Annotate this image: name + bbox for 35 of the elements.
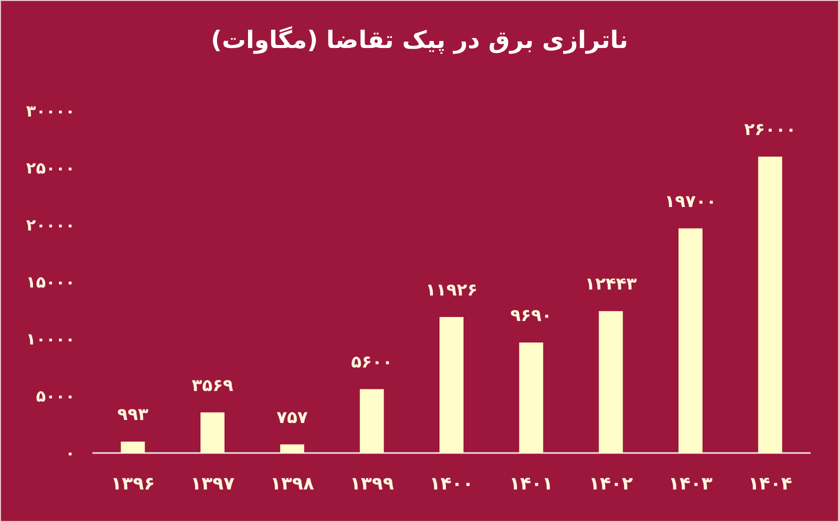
- x-tick-label: ۱۳۹۹: [350, 474, 394, 494]
- y-tick-label: ۳۰۰۰۰: [26, 102, 75, 120]
- chart-title: ناترازی برق در پیک تقاضا (مگاوات): [210, 26, 628, 54]
- data-label: ۱۱۹۲۶: [426, 280, 478, 301]
- data-label: ۹۶۹۰: [510, 306, 552, 326]
- x-tick-label: ۱۴۰۰: [430, 474, 474, 494]
- y-tick-label: ۵۰۰۰: [36, 386, 75, 406]
- y-tick-label: ۰: [65, 444, 75, 462]
- data-label: ۱۹۷۰۰: [664, 192, 716, 212]
- bar: [440, 317, 464, 453]
- bar: [519, 342, 544, 453]
- data-label: ۲۶۰۰۰: [744, 120, 796, 140]
- data-label: ۵۶۰۰: [351, 352, 393, 373]
- y-tick-label: ۱۰۰۰۰: [26, 330, 75, 348]
- y-tick-label: ۲۰۰۰۰: [26, 216, 75, 234]
- bar: [678, 228, 702, 453]
- data-label: ۳۵۶۹: [192, 376, 234, 396]
- y-tick-label: ۱۵۰۰۰: [26, 272, 75, 292]
- bar: [360, 389, 384, 453]
- bar: [758, 156, 782, 453]
- x-tick-label: ۱۴۰۱: [509, 474, 554, 494]
- x-tick-label: ۱۳۹۷: [190, 474, 234, 494]
- x-tick-label: ۱۴۰۴: [748, 474, 792, 494]
- data-label: ۷۵۷: [276, 408, 308, 428]
- bar: [280, 444, 304, 453]
- bar: [120, 442, 145, 453]
- y-tick-label: ۲۵۰۰۰: [26, 158, 75, 178]
- x-tick-label: ۱۴۰۲: [588, 474, 633, 494]
- bar: [200, 412, 224, 453]
- data-label: ۹۹۳: [117, 405, 150, 426]
- x-tick-label: ۱۴۰۳: [668, 474, 712, 494]
- bar: [598, 311, 623, 453]
- x-tick-label: ۱۳۹۶: [110, 474, 155, 494]
- data-label: ۱۲۴۴۳: [584, 274, 638, 295]
- x-tick-label: ۱۳۹۸: [270, 474, 314, 494]
